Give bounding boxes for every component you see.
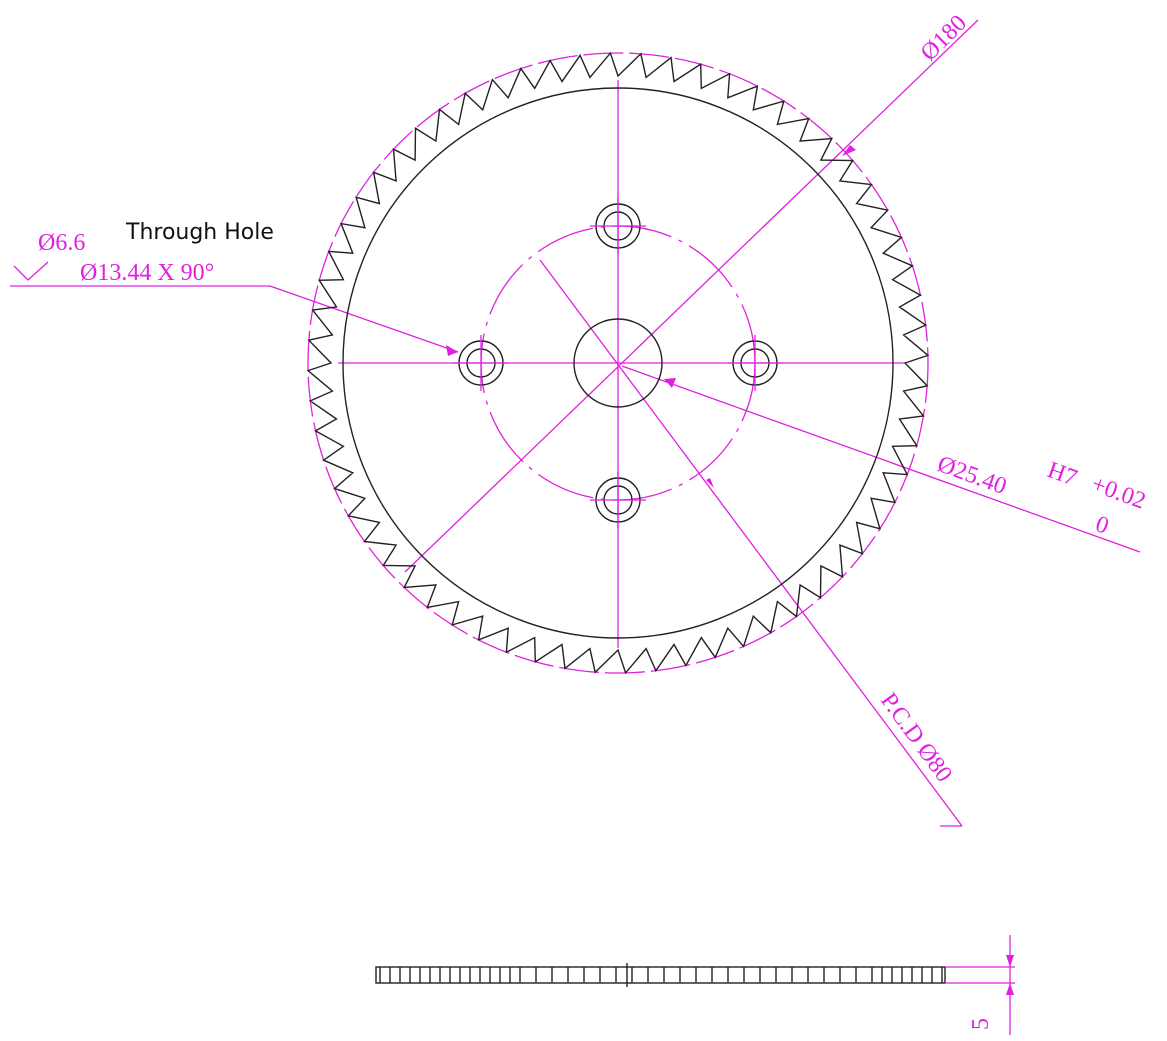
leader-line [540, 260, 962, 826]
arrowhead [446, 345, 458, 356]
countersink-symbol [14, 262, 48, 280]
leader-line [622, 366, 1140, 552]
hole-diameter: Ø6.6 [38, 230, 85, 256]
thickness: 5 [968, 1018, 994, 1030]
bore-tolerance-class: H7 [1044, 457, 1080, 491]
arrowhead [1006, 983, 1014, 995]
countersink: Ø13.44 X 90° [80, 260, 214, 286]
bore-upper-deviation: +0.02 [1088, 471, 1149, 514]
side-view [376, 967, 945, 983]
pitch-circle-label: P.C.D Ø80 [875, 688, 957, 787]
outer-diameter: Ø180 [916, 10, 972, 66]
bore-lower-deviation: 0 [1092, 511, 1112, 540]
leader-line [405, 20, 978, 572]
bore-diameter: Ø25.40 [934, 451, 1010, 500]
leader-line [10, 286, 458, 352]
arrowhead [706, 478, 714, 488]
arrowhead [664, 378, 676, 388]
drawing: Ø180 Ø6.6 Through Hole Ø13.44 X 90° Ø25.… [0, 0, 1167, 1041]
arrowhead [1006, 955, 1014, 967]
hole-note: Through Hole [125, 220, 274, 245]
